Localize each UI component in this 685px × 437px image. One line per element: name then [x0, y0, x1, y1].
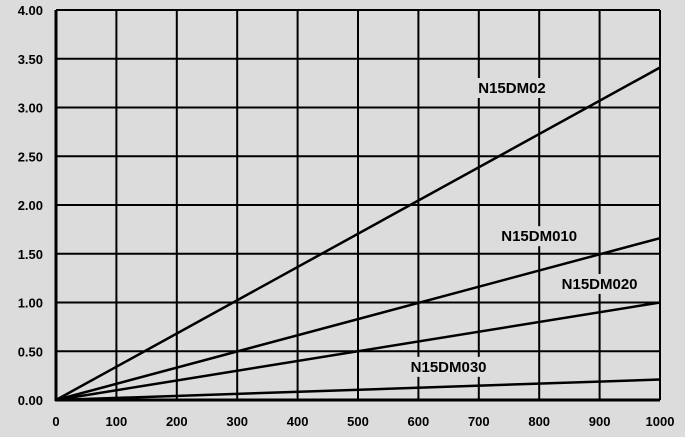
x-tick-label: 600: [408, 414, 430, 429]
series-label-bg: [406, 356, 491, 377]
x-tick-label: 400: [287, 414, 309, 429]
x-tick-label: 0: [52, 414, 59, 429]
y-tick-label: 1.00: [18, 296, 43, 311]
x-tick-label: 700: [468, 414, 490, 429]
series-line-n15dm030: [55, 378, 661, 402]
y-tick-label: 1.50: [18, 247, 43, 262]
x-tick-label: 200: [166, 414, 188, 429]
series-label-n15dm030: N15DM030: [411, 359, 487, 376]
series-label-bg: [496, 226, 582, 247]
x-tick-label: 900: [589, 414, 611, 429]
x-tick-label: 500: [347, 414, 369, 429]
y-tick-label: 2.50: [18, 149, 43, 164]
x-tick-label: 800: [528, 414, 550, 429]
series-line-n15dm02: [55, 66, 661, 402]
series-label-bg: [557, 273, 642, 294]
series-line-n15dm010: [55, 236, 661, 402]
x-tick-label: 300: [226, 414, 248, 429]
series-label-n15dm02: N15DM02: [478, 80, 546, 97]
y-tick-label: 4.00: [18, 3, 43, 18]
x-tick-label: 1000: [646, 414, 675, 429]
y-tick-label: 2.00: [18, 198, 43, 213]
series-line-n15dm020: [55, 301, 661, 402]
series-label-bg: [474, 78, 550, 98]
series-label-n15dm020: N15DM020: [562, 276, 638, 293]
y-tick-label: 3.50: [18, 52, 43, 67]
y-tick-label: 3.00: [18, 101, 43, 116]
y-tick-label: 0.00: [18, 393, 43, 408]
series-label-n15dm010: N15DM010: [501, 228, 577, 245]
y-tick-label: 0.50: [18, 344, 43, 359]
x-tick-label: 100: [106, 414, 128, 429]
